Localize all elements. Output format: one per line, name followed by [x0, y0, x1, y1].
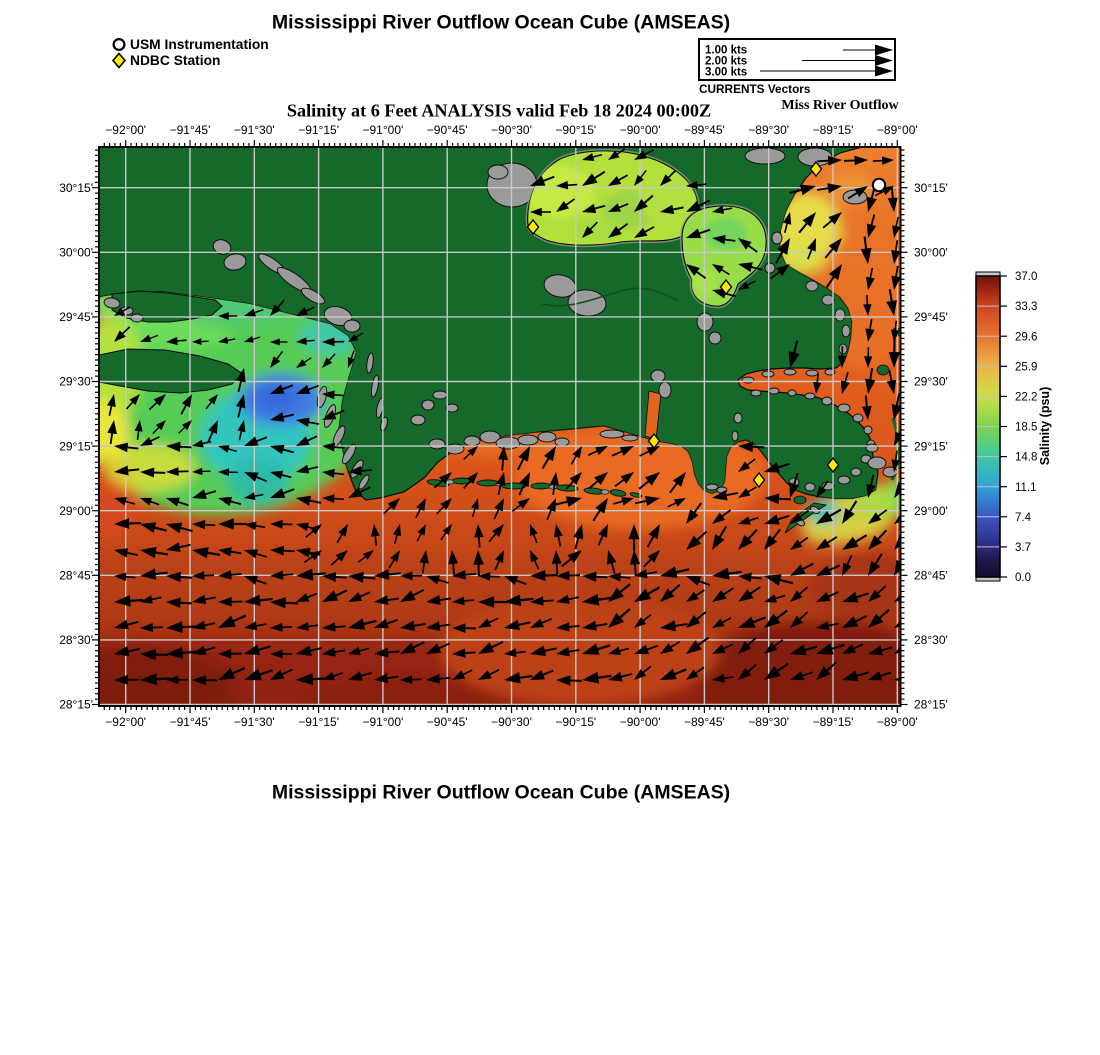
svg-text:11.1: 11.1 [1015, 482, 1037, 494]
svg-text:−90°00': −90°00' [620, 123, 661, 137]
svg-text:−91°30': −91°30' [234, 715, 275, 729]
svg-text:25.9: 25.9 [1015, 361, 1037, 373]
svg-text:−91°45': −91°45' [170, 715, 211, 729]
svg-text:29°30': 29°30' [59, 375, 93, 389]
svg-text:−89°15': −89°15' [813, 123, 854, 137]
svg-text:14.8: 14.8 [1015, 452, 1037, 464]
svg-text:−92°00': −92°00' [105, 123, 146, 137]
svg-text:18.5: 18.5 [1015, 422, 1037, 434]
svg-text:29°45': 29°45' [59, 310, 93, 324]
svg-text:0.0: 0.0 [1015, 572, 1031, 584]
svg-text:29°30': 29°30' [914, 375, 948, 389]
svg-text:29°15': 29°15' [914, 439, 948, 453]
svg-text:−91°15': −91°15' [298, 715, 339, 729]
svg-text:28°45': 28°45' [914, 569, 948, 583]
svg-text:−89°00': −89°00' [877, 715, 918, 729]
svg-text:CURRENTS Vectors: CURRENTS Vectors [699, 82, 811, 96]
svg-text:2.00 kts: 2.00 kts [705, 56, 747, 68]
svg-text:NDBC Station: NDBC Station [130, 53, 220, 68]
svg-text:Salinity (psu): Salinity (psu) [1038, 387, 1052, 465]
svg-text:29°00': 29°00' [59, 504, 93, 518]
svg-text:29°00': 29°00' [914, 504, 948, 518]
svg-text:3.7: 3.7 [1015, 542, 1031, 554]
svg-text:1.00 kts: 1.00 kts [705, 45, 747, 57]
svg-text:Salinity at 6 Feet ANALYSIS va: Salinity at 6 Feet ANALYSIS valid Feb 18… [287, 101, 711, 121]
svg-text:−90°45': −90°45' [427, 715, 468, 729]
svg-text:−90°15': −90°15' [555, 715, 596, 729]
svg-text:29.6: 29.6 [1015, 331, 1037, 343]
svg-text:Miss River Outflow: Miss River Outflow [781, 98, 899, 113]
svg-text:37.0: 37.0 [1015, 271, 1037, 283]
svg-text:Mississippi River Outflow Ocea: Mississippi River Outflow Ocean Cube (AM… [272, 12, 730, 34]
svg-text:−91°30': −91°30' [234, 123, 275, 137]
svg-text:28°45': 28°45' [59, 569, 93, 583]
svg-text:30°15': 30°15' [59, 181, 93, 195]
svg-text:33.3: 33.3 [1015, 301, 1037, 313]
svg-text:−89°30': −89°30' [748, 123, 789, 137]
svg-text:−89°00': −89°00' [877, 123, 918, 137]
svg-text:7.4: 7.4 [1015, 512, 1032, 524]
svg-text:−89°45': −89°45' [684, 123, 725, 137]
svg-text:−89°45': −89°45' [684, 715, 725, 729]
svg-text:−89°15': −89°15' [813, 715, 854, 729]
svg-text:30°00': 30°00' [914, 246, 948, 260]
svg-text:−90°45': −90°45' [427, 123, 468, 137]
svg-text:29°45': 29°45' [914, 310, 948, 324]
svg-text:−92°00': −92°00' [105, 715, 146, 729]
svg-text:28°15': 28°15' [59, 698, 93, 712]
svg-text:22.2: 22.2 [1015, 392, 1037, 404]
svg-text:28°15': 28°15' [914, 698, 948, 712]
svg-text:−90°00': −90°00' [620, 715, 661, 729]
svg-text:−91°00': −91°00' [363, 715, 404, 729]
svg-text:−90°15': −90°15' [555, 123, 596, 137]
svg-text:−89°30': −89°30' [748, 715, 789, 729]
svg-text:28°30': 28°30' [914, 633, 948, 647]
svg-text:Mississippi River Outflow Ocea: Mississippi River Outflow Ocean Cube (AM… [272, 782, 730, 804]
svg-text:USM Instrumentation: USM Instrumentation [130, 37, 269, 52]
svg-text:29°15': 29°15' [59, 439, 93, 453]
svg-text:−91°45': −91°45' [170, 123, 211, 137]
svg-text:−91°00': −91°00' [363, 123, 404, 137]
svg-text:28°30': 28°30' [59, 633, 93, 647]
svg-text:−90°30': −90°30' [491, 123, 532, 137]
svg-text:3.00 kts: 3.00 kts [705, 67, 747, 79]
svg-text:30°00': 30°00' [59, 246, 93, 260]
svg-text:30°15': 30°15' [914, 181, 948, 195]
svg-text:−90°30': −90°30' [491, 715, 532, 729]
svg-text:−91°15': −91°15' [298, 123, 339, 137]
